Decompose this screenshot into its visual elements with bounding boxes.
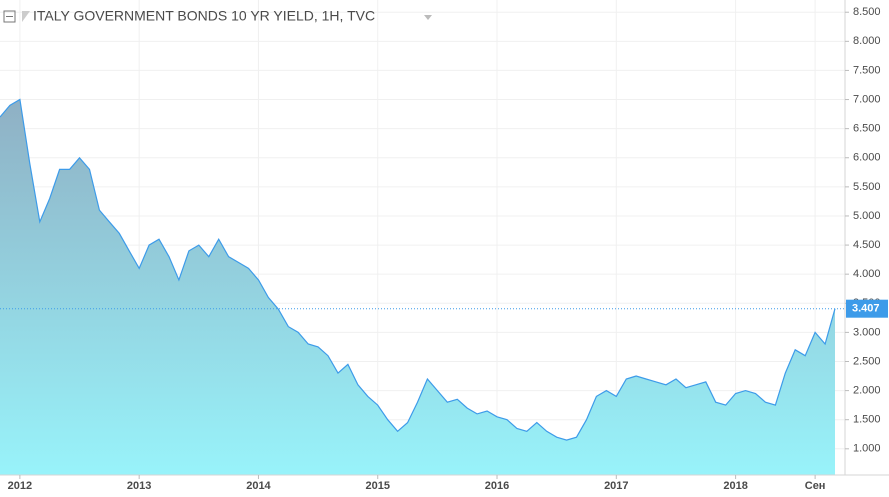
chart-title: ITALY GOVERNMENT BONDS 10 YR YIELD, 1H, … bbox=[33, 8, 375, 24]
x-tick-label: 2012 bbox=[8, 480, 32, 492]
y-tick-label: 7.500 bbox=[853, 64, 881, 76]
x-tick-label: 2016 bbox=[485, 480, 509, 492]
x-tick-label: 2015 bbox=[365, 480, 389, 492]
x-tick-label: 2018 bbox=[723, 480, 747, 492]
x-tick-label: 2013 bbox=[127, 480, 151, 492]
y-tick-label: 6.500 bbox=[853, 123, 881, 135]
y-tick-label: 8.500 bbox=[853, 6, 881, 18]
last-value-label: 3.407 bbox=[852, 303, 880, 315]
y-tick-label: 4.500 bbox=[853, 239, 881, 251]
y-tick-label: 1.500 bbox=[853, 414, 881, 426]
y-tick-label: 6.000 bbox=[853, 152, 881, 164]
y-tick-label: 5.000 bbox=[853, 210, 881, 222]
line bbox=[0, 98, 836, 441]
y-tick-label: 1.000 bbox=[853, 443, 881, 455]
y-tick-label: 7.000 bbox=[853, 93, 881, 105]
y-tick-label: 3.000 bbox=[853, 326, 881, 338]
symbol-icon bbox=[22, 11, 30, 22]
area bbox=[0, 99, 835, 475]
y-tick-label: 4.000 bbox=[853, 268, 881, 280]
last-value-box bbox=[846, 299, 888, 318]
y-tick-label: 2.500 bbox=[853, 355, 881, 367]
collapse-button[interactable] bbox=[3, 10, 16, 23]
plot-area bbox=[0, 0, 845, 475]
x-tick-label: 2014 bbox=[246, 480, 271, 492]
title-dropdown[interactable] bbox=[424, 15, 432, 20]
y-tick-label: 8.000 bbox=[853, 35, 881, 47]
y-tick-label: 5.500 bbox=[853, 181, 881, 193]
x-tick-label: 2017 bbox=[604, 480, 628, 492]
y-tick-label: 2.000 bbox=[853, 385, 881, 397]
x-tick-label: Сен bbox=[805, 480, 826, 492]
